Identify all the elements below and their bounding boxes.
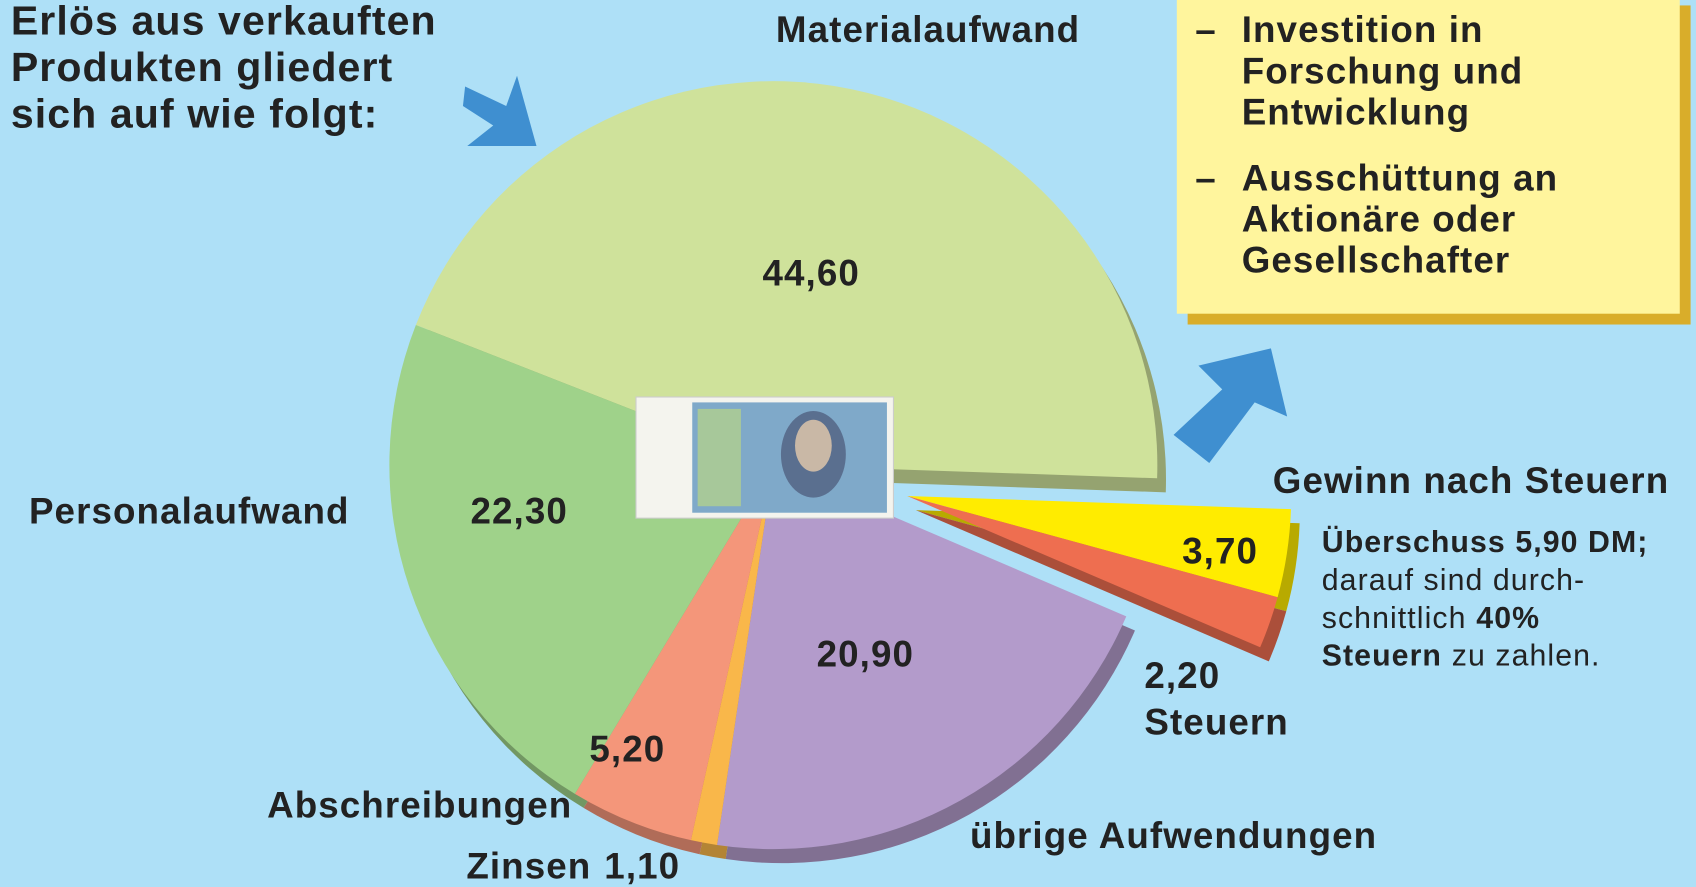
value-label: 20,90 [817, 633, 914, 674]
bullet: – [1195, 157, 1217, 198]
category-label: Personalaufwand [29, 491, 350, 532]
value-label: 44,60 [763, 253, 860, 294]
category-label: Gewinn nach Steuern [1273, 460, 1669, 501]
chart: –Investition inForschung undEntwicklung–… [0, 0, 1696, 887]
note-line: Überschuss 5,90 DM; [1322, 526, 1649, 559]
usage-item-line: Ausschüttung an [1242, 157, 1558, 198]
value-label: 2,20 [1144, 655, 1220, 696]
note-segment: Steuern [1322, 640, 1442, 673]
title-line: Erlös aus verkauften [11, 0, 437, 44]
usage-item-line: Forschung und [1242, 50, 1524, 91]
note-segment: zu zahlen. [1452, 640, 1601, 673]
page: –Investition inForschung undEntwicklung–… [0, 0, 1696, 887]
usage-item-line: Aktionäre oder [1242, 198, 1517, 239]
category-label: Abschreibungen [267, 785, 572, 826]
category-name: Zinsen [466, 845, 591, 886]
category-label: Zinsen 1,10 [466, 845, 680, 886]
title-line: Produkten gliedert [11, 44, 394, 90]
usage-item-line: Investition in [1242, 9, 1484, 50]
usage-item-line: Entwicklung [1242, 91, 1470, 132]
note-segment: darauf sind durch- [1322, 564, 1585, 597]
value-label: 5,20 [589, 728, 665, 769]
note-line: Steuern zu zahlen. [1322, 640, 1601, 673]
category-label: Steuern [1144, 701, 1288, 742]
note-line: schnittlich 40% [1322, 602, 1540, 635]
banknote [636, 397, 893, 518]
bullet: – [1195, 9, 1217, 50]
category-label: Materialaufwand [776, 9, 1080, 50]
note-segment: 40% [1476, 602, 1540, 635]
value-label: 3,70 [1182, 531, 1258, 572]
value-label: 22,30 [470, 491, 567, 532]
usage-item-line: Gesellschafter [1242, 240, 1511, 281]
note-segment: Überschuss 5,90 DM; [1322, 526, 1649, 559]
category-label: übrige Aufwendungen [970, 815, 1377, 856]
title-line: sich auf wie folgt: [11, 91, 379, 137]
value-label: 1,10 [604, 845, 680, 886]
note-line: darauf sind durch- [1322, 564, 1585, 597]
note-segment: schnittlich [1322, 602, 1467, 635]
